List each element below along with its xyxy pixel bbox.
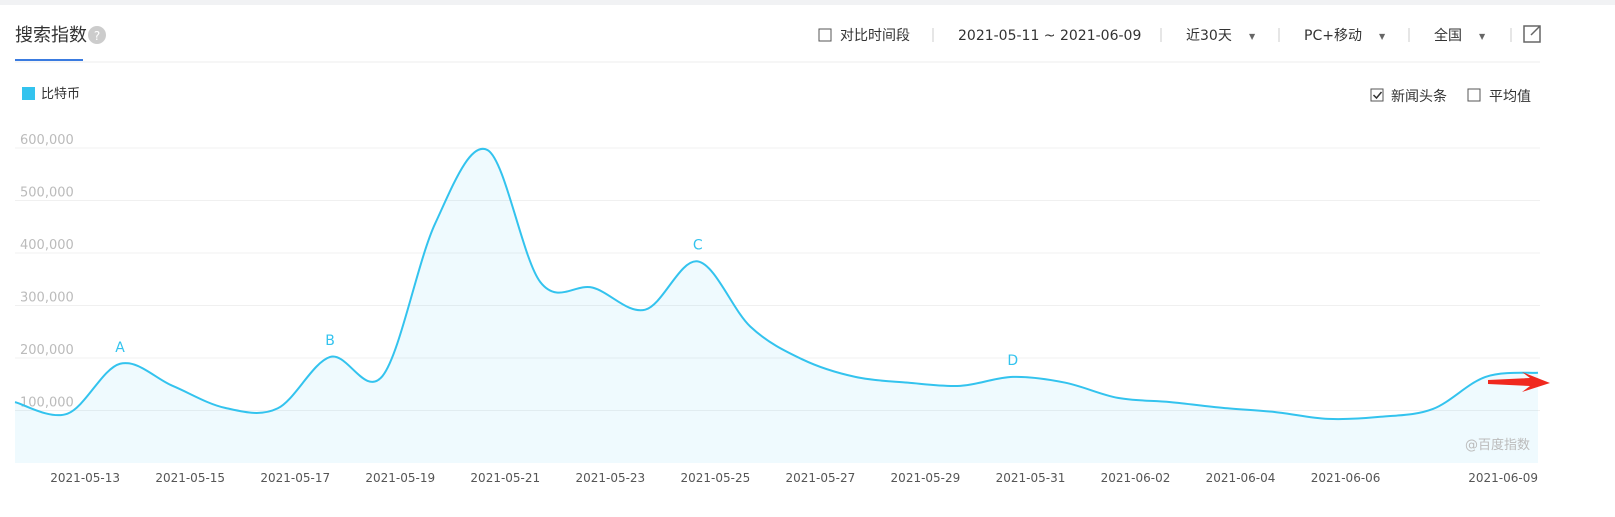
- avg-label[interactable]: 平均值: [1489, 89, 1531, 105]
- y-tick-label: 100,000: [20, 396, 74, 411]
- export-icon[interactable]: [1523, 25, 1541, 43]
- region-select[interactable]: 全国: [1434, 27, 1462, 44]
- x-tick-label: 2021-05-21: [470, 471, 540, 485]
- caret: ▼: [1379, 32, 1386, 41]
- plot: 100,000 200,000 300,000 400,000 500,000 600,0…: [14, 133, 1540, 485]
- x-tick-label: 2021-05-31: [996, 471, 1066, 485]
- y-tick-label: 500,000: [20, 186, 74, 201]
- annotation: C: [693, 237, 703, 253]
- red-arrow: [1488, 372, 1550, 392]
- watermark: @百度指数: [1465, 437, 1530, 453]
- x-tick-label: 2021-05-15: [155, 471, 225, 485]
- compare-label[interactable]: 对比时间段: [840, 28, 910, 44]
- tab-title[interactable]: 搜索指数: [15, 25, 87, 46]
- y-tick-label: 600,000: [20, 133, 74, 148]
- annotation: A: [115, 340, 125, 356]
- x-tick-label: 2021-06-02: [1101, 471, 1171, 485]
- help-glyph: ?: [94, 29, 100, 43]
- avg-checkbox[interactable]: [1467, 88, 1481, 102]
- help-icon[interactable]: [88, 26, 106, 44]
- period-select[interactable]: 近30天: [1186, 28, 1232, 44]
- news-checkbox[interactable]: [1370, 88, 1384, 102]
- date-range[interactable]: 2021-05-11 ~ 2021-06-09: [958, 28, 1141, 44]
- y-tick-label: 200,000: [20, 343, 74, 358]
- check-mark: [1372, 91, 1383, 100]
- x-tick-label: 2021-05-29: [891, 471, 961, 485]
- x-tick-label: 2021-05-13: [50, 471, 120, 485]
- annotation: D: [1007, 353, 1018, 369]
- x-tick-label: 2021-06-06: [1311, 471, 1381, 485]
- x-tick-label: 2021-05-25: [680, 471, 750, 485]
- y-tick-label: 300,000: [20, 291, 74, 306]
- x-tick-label: 2021-05-23: [575, 471, 645, 485]
- caret: ▼: [1249, 32, 1256, 41]
- area: [15, 148, 1538, 463]
- top-strip: [0, 0, 1615, 5]
- x-tick-label: 2021-05-27: [786, 471, 856, 485]
- caret: ▼: [1479, 32, 1486, 41]
- x-tick-label: 2021-06-04: [1206, 471, 1276, 485]
- annotation: B: [325, 333, 335, 349]
- x-tick-label: 2021-05-17: [260, 471, 330, 485]
- line: [14, 147, 1539, 421]
- device-select[interactable]: PC+移动: [1304, 28, 1362, 44]
- news-label[interactable]: 新闻头条: [1391, 88, 1447, 105]
- y-tick-label: 400,000: [20, 238, 74, 253]
- legend-swatch: [22, 87, 35, 100]
- x-tick-label: 2021-05-19: [365, 471, 435, 485]
- tab-underline: [15, 59, 83, 61]
- legend-label[interactable]: 比特币: [41, 87, 80, 102]
- compare-checkbox[interactable]: [818, 28, 832, 42]
- x-tick-label: 2021-06-09: [1468, 471, 1538, 485]
